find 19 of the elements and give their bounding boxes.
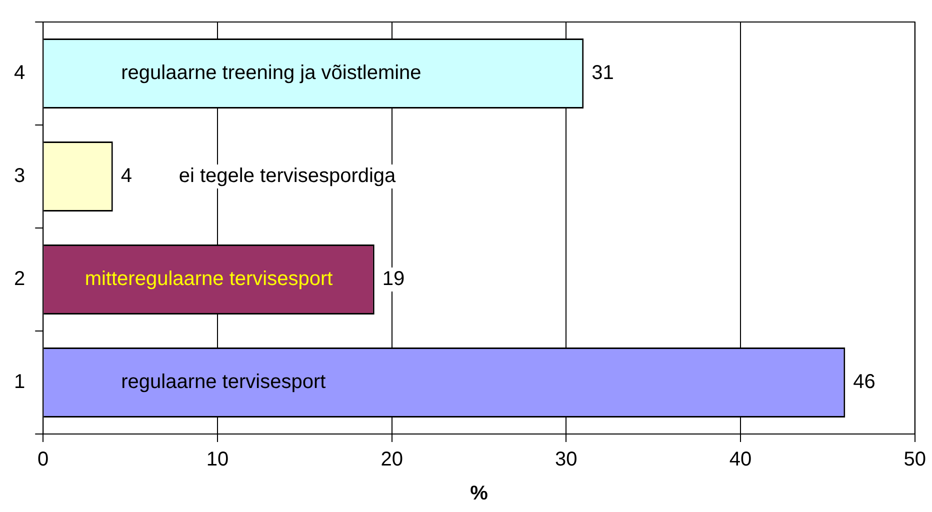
- annotation: regulaarne treening ja võistlemine: [121, 62, 422, 84]
- x-tick-label: 50: [904, 448, 926, 471]
- data-label: 4: [120, 165, 132, 188]
- annotation: ei tegele tervisespordiga: [178, 165, 397, 188]
- y-tick-label: 3: [14, 165, 26, 188]
- x-axis-title: %: [470, 482, 488, 505]
- x-tick-label: 10: [206, 448, 229, 471]
- data-label: 31: [592, 62, 614, 84]
- x-tick-label: 0: [38, 448, 49, 471]
- x-tick-label: 40: [729, 448, 752, 471]
- y-tick-label: 1: [14, 371, 26, 394]
- annotation: mitteregulaarne tervisesport: [84, 268, 334, 290]
- data-label: 46: [853, 371, 876, 394]
- data-label: 19: [382, 268, 405, 290]
- y-tick-label: 2: [14, 268, 26, 290]
- y-tick-label: 4: [14, 62, 26, 84]
- x-tick-label: 30: [555, 448, 578, 471]
- x-tick-label: 20: [380, 448, 403, 471]
- annotation: regulaarne tervisesport: [121, 371, 326, 394]
